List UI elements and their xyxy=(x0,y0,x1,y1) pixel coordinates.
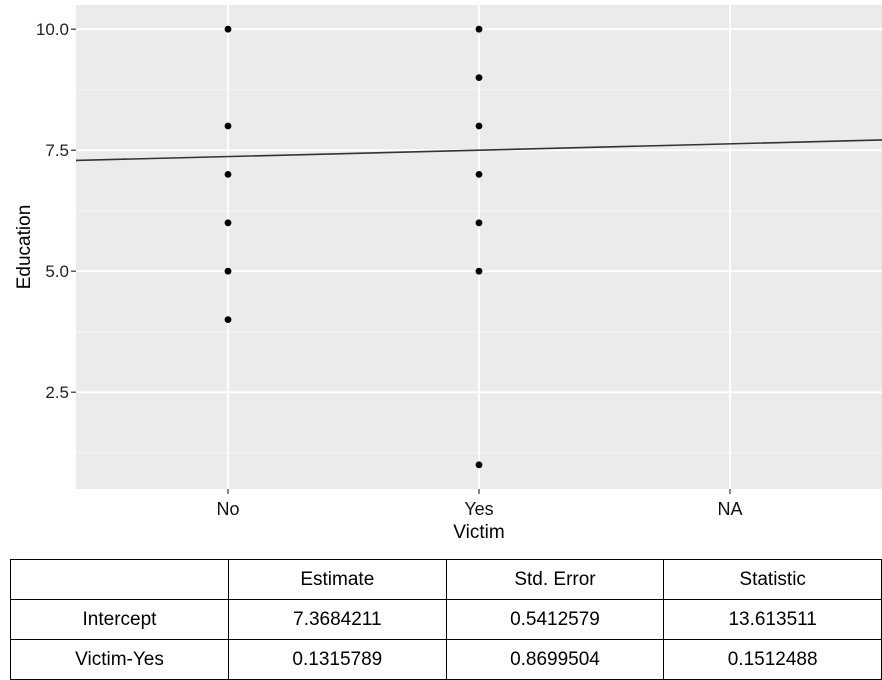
table-cell: 0.5412579 xyxy=(445,599,665,640)
data-point xyxy=(475,219,483,227)
x-axis-title: Victim xyxy=(453,522,504,543)
data-point xyxy=(475,25,483,33)
table-row-label: Victim-Yes xyxy=(10,639,229,680)
regression-table: Estimate Std. Error Statistic Intercept … xyxy=(10,559,882,680)
table-row: Intercept 7.3684211 0.5412579 13.613511 xyxy=(10,599,882,640)
y-axis-ticks: 2.5 5.0 7.5 10.0 xyxy=(36,20,76,402)
table-header-cell: Statistic xyxy=(663,559,882,600)
data-point xyxy=(224,267,232,275)
data-point xyxy=(475,461,483,469)
y-tick-label: 7.5 xyxy=(45,141,69,160)
data-points xyxy=(224,25,483,469)
table-cell: 0.1512488 xyxy=(663,639,882,680)
table-cell: 0.1315789 xyxy=(228,639,447,680)
table-row: Victim-Yes 0.1315789 0.8699504 0.1512488 xyxy=(10,639,882,680)
table-header-cell xyxy=(10,559,229,600)
data-point xyxy=(475,74,483,81)
regression-line xyxy=(75,139,882,162)
y-tick-label: 2.5 xyxy=(45,383,69,402)
data-point xyxy=(224,316,232,323)
data-point xyxy=(475,171,483,178)
table-cell: 0.8699504 xyxy=(445,639,665,680)
table-cell: 13.613511 xyxy=(663,599,882,640)
table-header-cell: Estimate xyxy=(228,559,447,600)
x-tick-label: Yes xyxy=(464,499,493,519)
data-point xyxy=(224,171,232,178)
y-tick-label: 10.0 xyxy=(36,20,69,39)
data-point xyxy=(475,267,483,275)
x-tick-label: No xyxy=(216,499,239,519)
data-point xyxy=(224,25,232,33)
table-row-label: Intercept xyxy=(10,599,229,640)
x-axis-ticks: No Yes NA xyxy=(216,489,743,519)
data-point xyxy=(475,122,483,130)
x-tick-label: NA xyxy=(717,499,742,519)
table-header-cell: Std. Error xyxy=(445,559,665,600)
data-point xyxy=(224,122,232,130)
scatter-plot: 2.5 5.0 7.5 10.0 No Yes NA Victim Education xyxy=(14,5,882,543)
y-tick-label: 5.0 xyxy=(45,262,69,281)
y-axis-title: Education xyxy=(14,205,35,290)
table-cell: 7.3684211 xyxy=(228,599,447,640)
table-header-row: Estimate Std. Error Statistic xyxy=(10,559,882,600)
data-point xyxy=(224,219,232,227)
